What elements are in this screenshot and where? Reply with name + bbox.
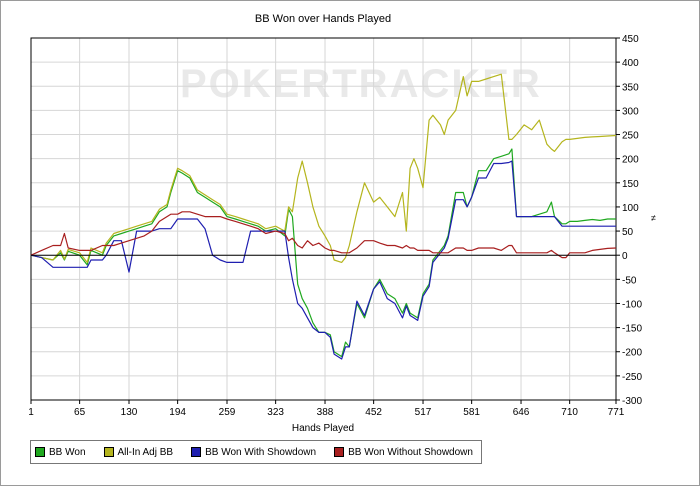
x-tick-label: 517: [415, 407, 432, 418]
series-line-3: [30, 160, 616, 360]
x-tick-label: 1: [28, 407, 34, 418]
watermark: POKERTRACKER: [180, 62, 542, 106]
legend-label: BB Won With Showdown: [205, 446, 317, 458]
x-tick-label: 130: [121, 407, 138, 418]
series-lines: [30, 73, 617, 360]
legend-swatch: [191, 447, 202, 457]
x-tick-label: 259: [219, 407, 236, 418]
y-tick-label: -200: [622, 348, 642, 359]
legend-item-1: BB Won: [35, 447, 86, 458]
y-tick-label: 400: [622, 58, 639, 69]
y-tick-label: 200: [622, 155, 639, 166]
y-tick-label: 350: [622, 82, 639, 93]
x-tick-label: 194: [169, 407, 186, 418]
y-axis-symbol: ≠: [651, 213, 656, 223]
legend-item-2: All-In Adj BB: [103, 446, 174, 458]
legend-swatch: [35, 447, 45, 457]
y-tick-label: 0: [622, 251, 628, 262]
x-tick-label: 771: [608, 407, 625, 418]
y-tick-label: 450: [622, 34, 639, 45]
x-tick-label: 710: [561, 407, 578, 418]
chart-title: BB Won over Hands Played: [255, 13, 391, 25]
series-line-2: [30, 73, 617, 263]
x-tick-label: 65: [74, 407, 86, 418]
x-tick-label: 388: [317, 407, 334, 418]
y-tick-label: 300: [622, 106, 639, 117]
y-tick-label: 150: [622, 179, 639, 190]
legend: BB Won All-In Adj BB BB Won With Showdown B…: [30, 440, 482, 464]
legend-swatch: [103, 447, 114, 457]
y-tick-label: -150: [622, 324, 642, 335]
y-tick-label: 100: [622, 203, 639, 214]
y-tick-label: -300: [622, 396, 642, 407]
legend-label: BB Won Without Showdown: [348, 446, 473, 458]
legend-swatch: [334, 447, 345, 457]
series-line-4: [30, 211, 617, 259]
legend-label: BB Won: [49, 446, 86, 458]
legend-item-4: BB Won Without Showdown: [334, 447, 473, 458]
x-tick-label: 452: [365, 407, 382, 418]
y-tick-label: 250: [622, 131, 639, 142]
y-tick-label: -100: [622, 299, 642, 310]
y-tick-label: -250: [622, 372, 642, 383]
x-tick-label: 646: [513, 407, 530, 418]
x-tick-label: 581: [463, 407, 480, 418]
legend-item-3: BB Won With Showdown: [191, 447, 316, 458]
x-axis-label: Hands Played: [292, 423, 354, 434]
x-tick-label: 323: [267, 407, 284, 418]
x-axis: 1 65 130 194 259 323 388 452 517 581 646 710 771: [28, 400, 625, 418]
y-axis: -300 -250 -200 -150 -100 -50 0 50 100 150 200 250 30…: [616, 34, 642, 407]
y-tick-label: -50: [622, 275, 637, 286]
legend-label: All-In Adj BB: [117, 446, 174, 458]
y-tick-label: 50: [622, 227, 634, 238]
